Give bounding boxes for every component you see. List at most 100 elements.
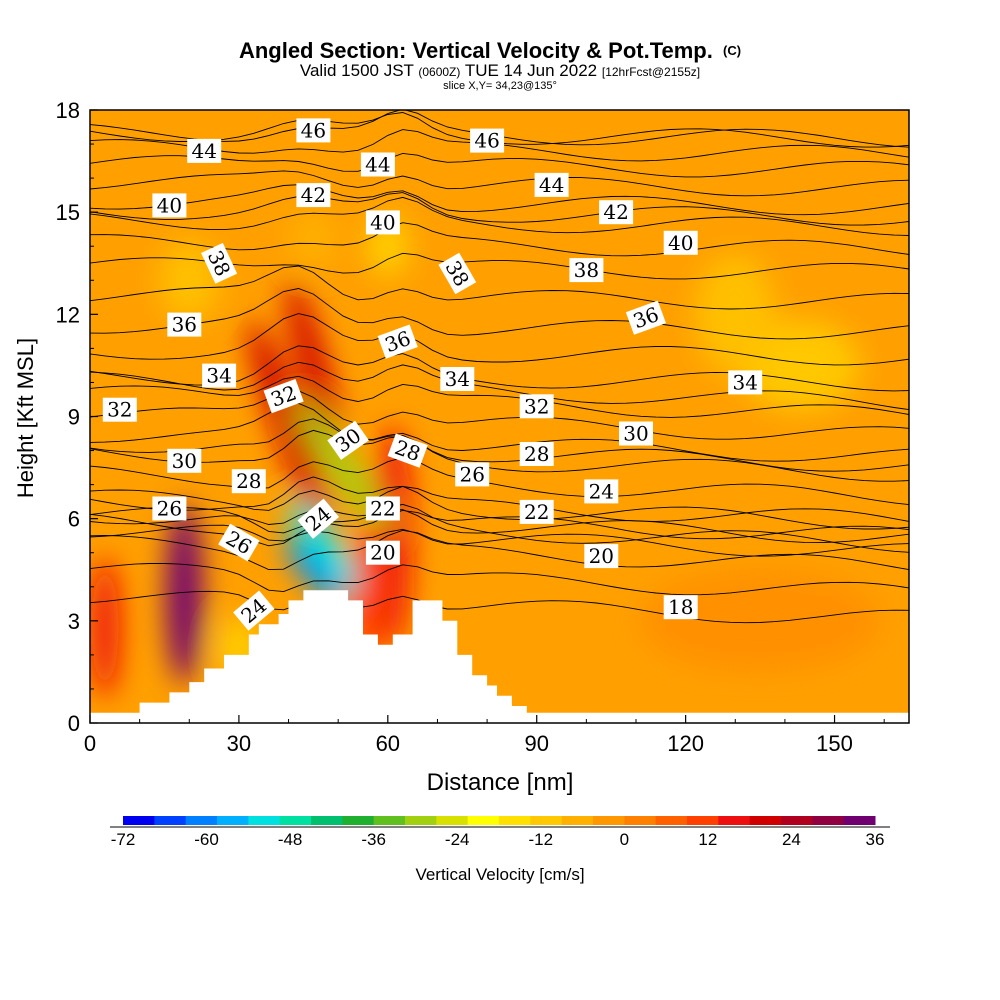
y-tick-label: 15 [56,200,80,225]
contour-label: 42 [296,183,331,208]
colorbar-tick-label: -60 [194,830,219,849]
colorbar-swatch [624,816,657,825]
contour-label: 46 [470,128,505,153]
svg-text:44: 44 [365,153,390,177]
colorbar-tick-label: 12 [698,830,717,849]
colorbar-tick-label: -48 [278,830,303,849]
contour-label: 40 [365,210,400,235]
x-tick-label: 150 [816,731,853,756]
svg-text:40: 40 [157,193,182,217]
y-tick-label: 12 [56,302,80,327]
contour-label: 18 [663,595,698,620]
contour-label: 36 [167,312,202,337]
colorbar-tick-label: -72 [111,830,136,849]
colorbar-swatch [467,816,500,825]
svg-text:28: 28 [524,442,549,466]
x-tick-label: 30 [227,731,251,756]
colorbar-swatch [405,816,437,825]
y-axis-label: Height [Kft MSL] [13,338,38,498]
potential-temperature-contours [90,110,909,624]
colorbar-swatch [436,816,469,825]
contour-label: 30 [167,448,202,473]
contour-label: 28 [519,442,554,466]
velocity-cell [90,557,119,698]
contour-label: 46 [296,118,331,143]
colorbar-swatch [154,816,187,825]
contour-label: 20 [584,544,619,569]
isentrope-contour [90,563,909,596]
svg-text:24: 24 [589,479,614,503]
terrain [90,590,909,723]
svg-text:22: 22 [370,497,395,521]
svg-text:34: 34 [445,367,470,391]
contour-label: 24 [584,479,619,504]
x-tick-label: 60 [376,731,400,756]
contour-label: 36 [377,324,418,359]
svg-text:34: 34 [732,370,757,394]
svg-text:20: 20 [589,544,614,568]
velocity-cell [640,570,881,671]
svg-text:42: 42 [603,200,628,224]
velocity-cell [166,503,203,684]
contour-label: 34 [728,370,763,395]
chart-subtitle: Valid 1500 JST (0600Z) TUE 14 Jun 2022 [… [300,61,700,80]
svg-text:32: 32 [107,398,132,422]
svg-text:26: 26 [459,462,484,486]
isentrope-contour [90,265,909,310]
svg-text:22: 22 [524,500,549,524]
colorbar-tick-label: -12 [528,830,553,849]
contour-label: 42 [599,200,634,225]
contour-label: 44 [360,152,395,177]
colorbar-swatch [499,816,531,825]
svg-text:30: 30 [172,449,197,473]
title-tag: (C) [723,43,741,58]
colorbar-swatch [279,816,312,825]
y-axis: 0 3 6 9 12 15 18 [56,98,98,736]
contour-label: 34 [202,363,237,388]
isentrope-contour [90,222,909,257]
svg-text:20: 20 [370,541,395,565]
x-tick-label: 0 [84,731,96,756]
contour-label: 32 [102,397,137,422]
isentrope-contour [90,457,909,506]
isentrope-contour [90,402,909,462]
svg-text:40: 40 [370,210,395,234]
colorbar-swatch [655,816,688,825]
colorbar-swatch [843,816,876,825]
colorbar: -72 -60 -48 -36 -24 -12 0 12 24 36 [110,816,890,849]
svg-text:44: 44 [539,173,564,197]
svg-text:44: 44 [191,139,216,163]
colorbar-label: Vertical Velocity [cm/s] [415,865,584,884]
colorbar-swatch [217,816,249,825]
contour-label: 30 [619,421,653,446]
isentrope-contour [90,529,909,571]
contour-label: 34 [440,367,475,391]
contour-label: 20 [365,540,400,565]
x-axis: 0 30 60 90 120 150 [84,715,885,756]
svg-text:38: 38 [574,258,599,282]
colorbar-swatch [687,816,719,825]
chart-title: Angled Section: Vertical Velocity & Pot.… [239,38,741,63]
velocity-cell [291,209,336,270]
colorbar-swatch [342,816,375,825]
svg-text:34: 34 [206,364,231,388]
colorbar-swatch [781,816,813,825]
svg-text:32: 32 [524,394,549,418]
velocity-cell [248,319,330,527]
contour-label: 44 [534,172,569,197]
svg-text:28: 28 [236,469,261,493]
contour-label: 26 [152,496,187,521]
isentrope-contour [90,429,909,482]
y-tick-label: 6 [68,507,80,532]
contour-label: 40 [152,193,187,218]
isentrope-contour [90,313,909,366]
colorbar-tick-label: 24 [782,830,801,849]
x-tick-label: 120 [667,731,704,756]
isentrope-contour [90,288,909,340]
y-tick-label: 0 [68,711,80,736]
colorbar-swatch [812,816,845,825]
isentrope-contour [90,152,909,178]
colorbar-swatch [185,816,218,825]
